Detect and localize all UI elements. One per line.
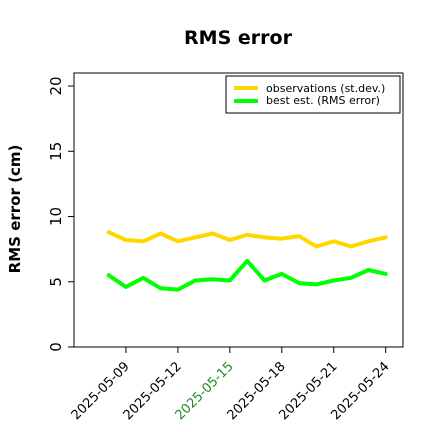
series-line-best-est	[106, 258, 388, 292]
series-group	[106, 230, 388, 292]
y-tick-label: 20	[47, 76, 65, 95]
y-tick-label: 5	[47, 277, 65, 287]
y-tick-label: 10	[47, 207, 65, 226]
chart-title: RMS error	[184, 27, 293, 49]
y-tick-label: 0	[47, 342, 65, 352]
y-axis: 0 5 10 15 20	[47, 76, 74, 352]
legend: observations (st.dev.) best est. (RMS er…	[225, 75, 401, 114]
plot-frame	[73, 72, 404, 348]
series-line-observations	[106, 230, 388, 249]
y-tick-label: 15	[47, 142, 65, 161]
x-axis: 2025-05-092025-05-122025-05-152025-05-18…	[69, 347, 393, 423]
legend-label-best-est: best est. (RMS error)	[266, 94, 380, 107]
legend-box	[225, 75, 401, 114]
y-axis-label: RMS error (cm)	[6, 145, 24, 274]
legend-label-observations: observations (st.dev.)	[266, 82, 385, 95]
